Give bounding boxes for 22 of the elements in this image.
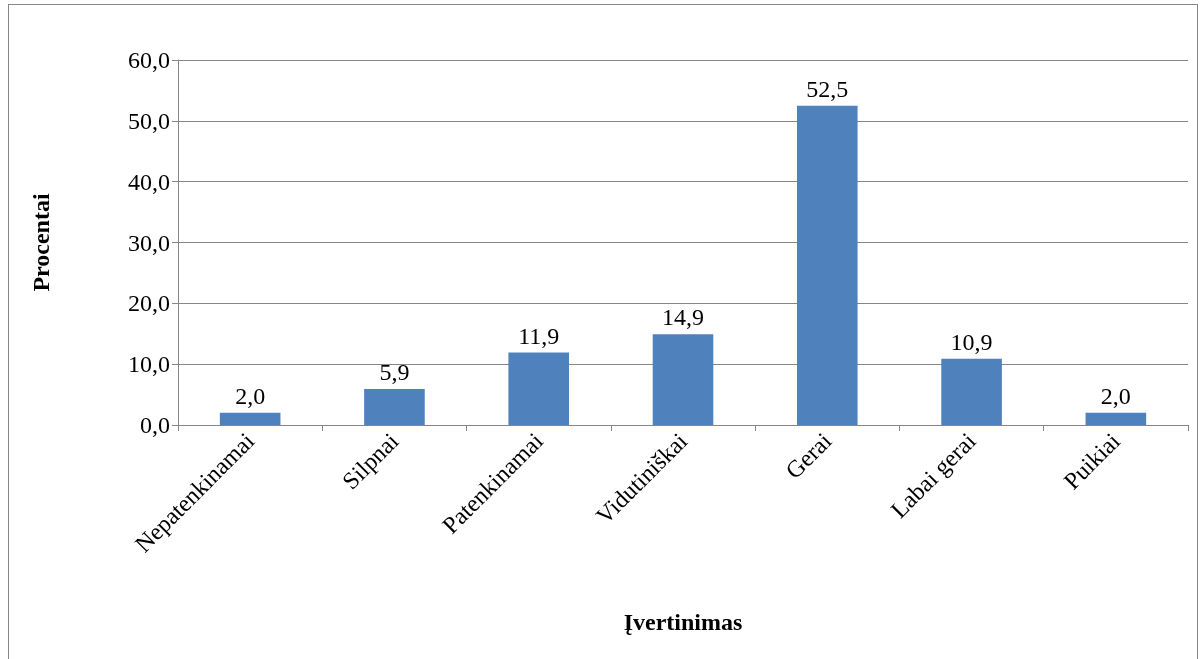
y-tick-label: 10,0 bbox=[128, 351, 170, 378]
data-label: 11,9 bbox=[518, 322, 560, 349]
y-tick-label: 60,0 bbox=[128, 47, 170, 73]
data-label: 2,0 bbox=[1100, 382, 1131, 409]
bar bbox=[508, 352, 570, 425]
y-tick-label: 20,0 bbox=[128, 290, 170, 317]
y-tick-label: 30,0 bbox=[128, 229, 170, 256]
bar bbox=[1085, 412, 1147, 425]
bar bbox=[364, 389, 425, 425]
bar bbox=[219, 412, 281, 425]
y-tick-label: 40,0 bbox=[128, 168, 170, 195]
bar bbox=[796, 105, 858, 425]
x-axis-title: Įvertinimas bbox=[623, 609, 743, 635]
data-label: 52,5 bbox=[806, 75, 849, 102]
y-axis-title: Procentai bbox=[28, 193, 54, 292]
data-label: 14,9 bbox=[662, 304, 704, 331]
data-label: 10,9 bbox=[950, 328, 993, 355]
bar bbox=[941, 358, 1002, 425]
bar bbox=[652, 334, 714, 425]
data-label: 2,0 bbox=[235, 382, 266, 409]
y-tick-label: 50,0 bbox=[128, 107, 170, 134]
data-label: 5,9 bbox=[379, 359, 410, 386]
